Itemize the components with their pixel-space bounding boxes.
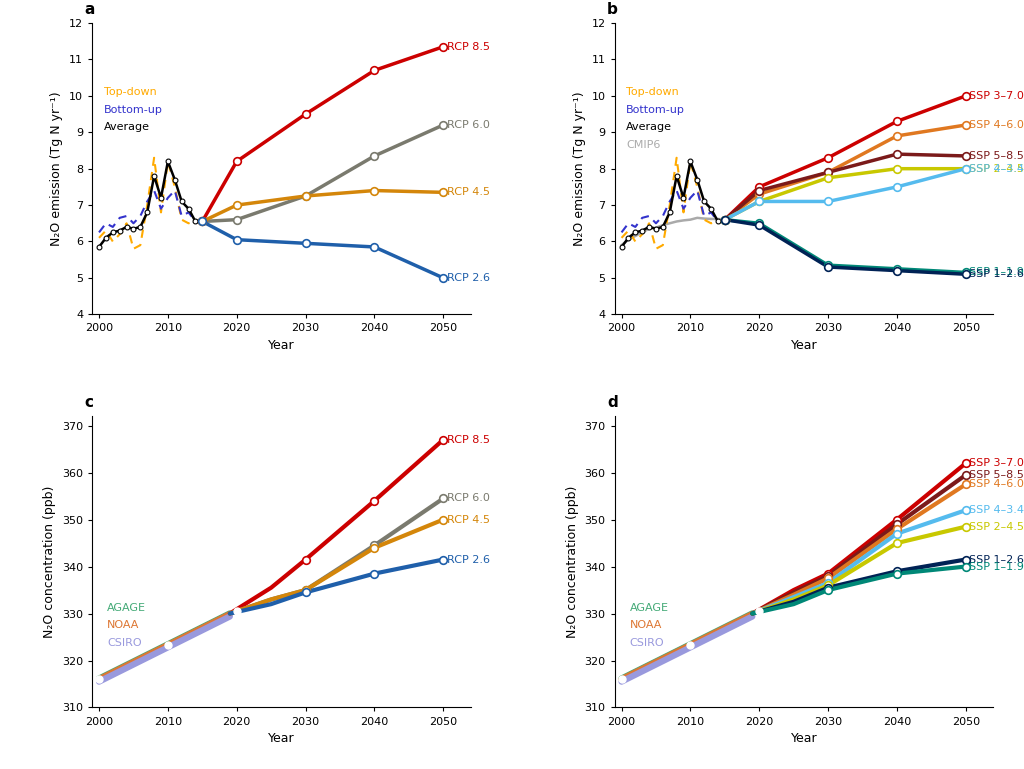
Text: SSP 2–4.5: SSP 2–4.5 xyxy=(969,521,1024,531)
X-axis label: Year: Year xyxy=(791,339,817,352)
Text: SSP 4–6.0: SSP 4–6.0 xyxy=(969,479,1024,489)
Text: NOAA: NOAA xyxy=(108,620,139,630)
Text: CSIRO: CSIRO xyxy=(630,638,665,647)
Text: a: a xyxy=(85,2,95,17)
Text: b: b xyxy=(607,2,617,17)
Text: RCP 6.0: RCP 6.0 xyxy=(446,120,489,130)
Text: c: c xyxy=(85,395,93,411)
Text: SSP 1–2.6: SSP 1–2.6 xyxy=(969,554,1024,564)
Text: NOAA: NOAA xyxy=(630,620,663,630)
Text: RCP 6.0: RCP 6.0 xyxy=(446,494,489,504)
Text: CMIP6: CMIP6 xyxy=(626,139,660,149)
Text: AGAGE: AGAGE xyxy=(108,603,146,613)
Text: SSP 1–1.9: SSP 1–1.9 xyxy=(969,268,1024,278)
X-axis label: Year: Year xyxy=(268,339,295,352)
Text: CSIRO: CSIRO xyxy=(108,638,142,647)
Text: SSP 3–7.0: SSP 3–7.0 xyxy=(969,91,1024,101)
Text: SSP 1–1.9: SSP 1–1.9 xyxy=(969,561,1024,571)
Y-axis label: N₂O emission (Tg N yr⁻¹): N₂O emission (Tg N yr⁻¹) xyxy=(50,92,63,246)
X-axis label: Year: Year xyxy=(268,732,295,745)
Text: Average: Average xyxy=(626,122,672,132)
Text: RCP 8.5: RCP 8.5 xyxy=(446,42,489,52)
Text: SSP 2–4.5: SSP 2–4.5 xyxy=(969,164,1024,174)
Text: Bottom-up: Bottom-up xyxy=(626,105,685,115)
Text: SSP 5–8.5: SSP 5–8.5 xyxy=(969,151,1024,161)
Text: Average: Average xyxy=(103,122,150,132)
Text: RCP 2.6: RCP 2.6 xyxy=(446,554,489,564)
Text: SSP 4–3.4: SSP 4–3.4 xyxy=(969,505,1024,515)
Text: AGAGE: AGAGE xyxy=(630,603,669,613)
Y-axis label: N₂O concentration (ppb): N₂O concentration (ppb) xyxy=(43,486,56,638)
Text: RCP 4.5: RCP 4.5 xyxy=(446,514,489,524)
Text: RCP 2.6: RCP 2.6 xyxy=(446,273,489,283)
Text: SSP 4–3.4: SSP 4–3.4 xyxy=(969,164,1024,174)
X-axis label: Year: Year xyxy=(791,732,817,745)
Text: Bottom-up: Bottom-up xyxy=(103,105,163,115)
Text: SSP 5–8.5: SSP 5–8.5 xyxy=(969,470,1024,480)
Text: Top-down: Top-down xyxy=(626,87,679,97)
Text: SSP 4–6.0: SSP 4–6.0 xyxy=(969,120,1024,130)
Text: Top-down: Top-down xyxy=(103,87,157,97)
Y-axis label: N₂O concentration (ppb): N₂O concentration (ppb) xyxy=(566,486,579,638)
Text: RCP 8.5: RCP 8.5 xyxy=(446,434,489,444)
Y-axis label: N₂O emission (Tg N yr⁻¹): N₂O emission (Tg N yr⁻¹) xyxy=(573,92,586,246)
Text: SSP 3–7.0: SSP 3–7.0 xyxy=(969,458,1024,468)
Text: d: d xyxy=(607,395,617,411)
Text: RCP 4.5: RCP 4.5 xyxy=(446,188,489,198)
Text: SSP 1–2.6: SSP 1–2.6 xyxy=(969,269,1024,279)
